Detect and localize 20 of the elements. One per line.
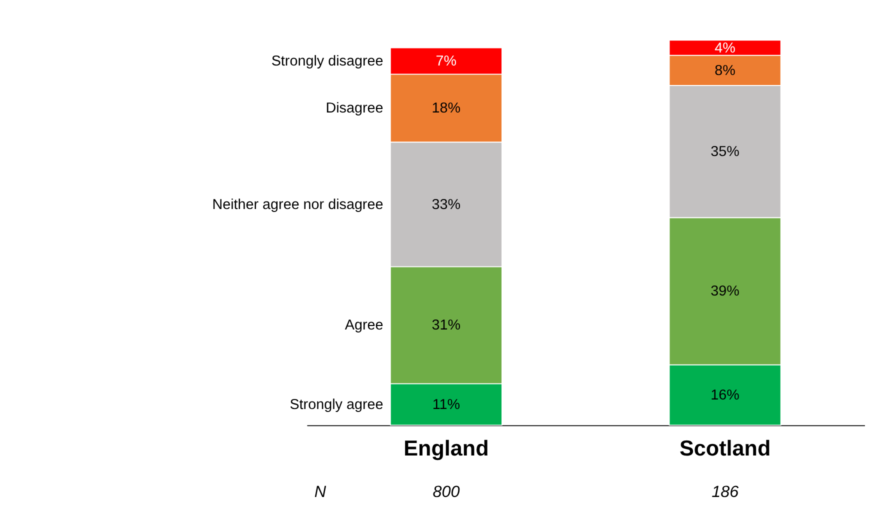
- series-label: Agree: [344, 318, 384, 334]
- data-label: 11%: [432, 396, 460, 413]
- data-label: 7%: [436, 53, 457, 70]
- series-label: Neither agree nor disagree: [212, 196, 384, 213]
- series-label: Strongly agree: [290, 396, 384, 413]
- data-label: 33%: [432, 196, 461, 213]
- text: 800: [432, 483, 460, 502]
- data-label: 31%: [432, 318, 461, 334]
- text: N: [314, 483, 326, 502]
- data-label: 18%: [432, 100, 461, 117]
- data-label: 4%: [714, 40, 736, 56]
- data-label: 39%: [710, 284, 740, 300]
- data-label: 16%: [710, 388, 740, 404]
- series-label: Disagree: [326, 100, 384, 117]
- x-tick-label: Scotland: [680, 435, 771, 460]
- series-label: Strongly disagree: [271, 53, 384, 70]
- data-label: 8%: [714, 62, 736, 79]
- text: 186: [712, 483, 739, 502]
- data-label: 35%: [710, 144, 740, 160]
- x-tick-label: England: [404, 435, 489, 460]
